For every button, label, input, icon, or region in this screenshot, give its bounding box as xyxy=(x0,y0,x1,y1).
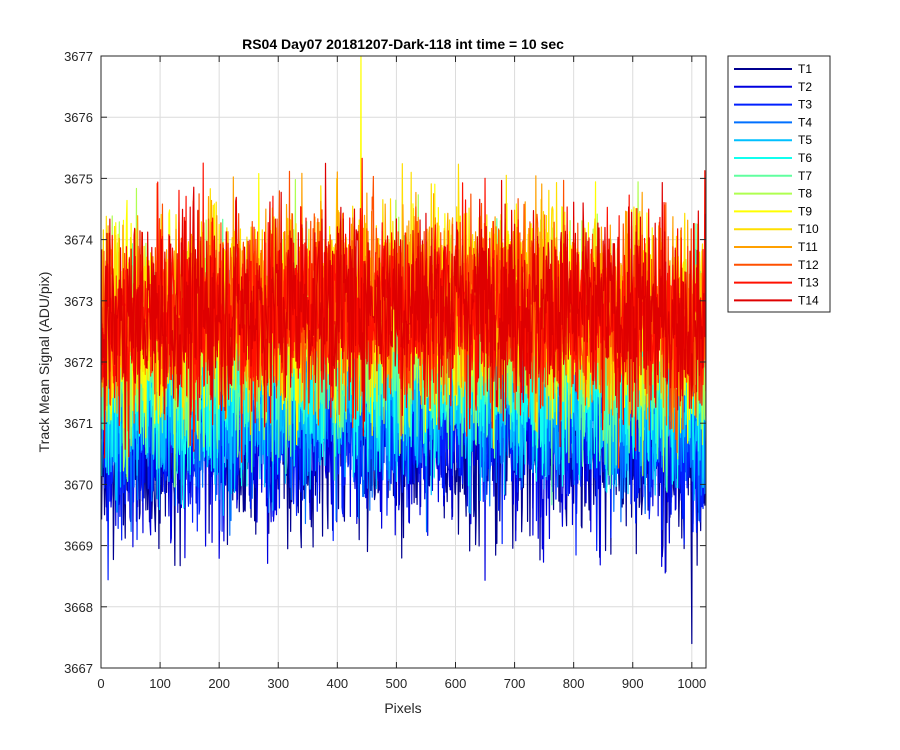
legend-label-t7: T7 xyxy=(798,169,812,183)
y-tick-label: 3670 xyxy=(64,477,93,492)
y-tick-label: 3667 xyxy=(64,661,93,676)
legend: T1 T2 T3 T4 T5 T6 T7 T8 T9 T10 T11 T12 T13 T14 xyxy=(727,55,831,313)
legend-label-t2: T2 xyxy=(798,80,812,94)
legend-label-t8: T8 xyxy=(798,187,812,201)
y-tick-label: 3671 xyxy=(64,416,93,431)
legend-label-t10: T10 xyxy=(798,222,819,236)
x-axis-label: Pixels xyxy=(384,700,421,716)
legend-label-t4: T4 xyxy=(798,115,812,129)
y-tick-label: 3675 xyxy=(64,171,93,186)
x-tick-label: 1000 xyxy=(677,676,706,691)
x-tick-label: 100 xyxy=(149,676,171,691)
legend-label-t1: T1 xyxy=(798,62,812,76)
x-tick-label: 200 xyxy=(208,676,230,691)
y-tick-label: 3669 xyxy=(64,539,93,554)
x-tick-label: 0 xyxy=(97,676,104,691)
series-layer xyxy=(101,56,706,645)
x-tick-label: 600 xyxy=(445,676,467,691)
tick-labels: 0 100 200 300 400 500 600 700 800 900 1000 3667 3668… xyxy=(64,49,706,691)
legend-label-t14: T14 xyxy=(798,293,819,307)
x-tick-label: 300 xyxy=(267,676,289,691)
y-tick-label: 3672 xyxy=(64,355,93,370)
x-tick-label: 400 xyxy=(326,676,348,691)
legend-label-t11: T11 xyxy=(798,240,818,254)
series-line-t14 xyxy=(101,162,706,459)
y-tick-label: 3674 xyxy=(64,233,93,248)
chart-title: RS04 Day07 20181207-Dark-118 int time = … xyxy=(242,36,564,52)
x-tick-label: 700 xyxy=(504,676,526,691)
y-axis-label: Track Mean Signal (ADU/pix) xyxy=(36,272,52,453)
legend-label-t6: T6 xyxy=(798,151,812,165)
legend-label-t9: T9 xyxy=(798,204,812,218)
y-tick-label: 3668 xyxy=(64,600,93,615)
legend-label-t13: T13 xyxy=(798,276,819,290)
legend-label-t5: T5 xyxy=(798,133,812,147)
y-tick-label: 3677 xyxy=(64,49,93,64)
ticks xyxy=(100,55,706,669)
y-tick-label: 3673 xyxy=(64,294,93,309)
x-tick-label: 900 xyxy=(622,676,644,691)
y-tick-label: 3676 xyxy=(64,110,93,125)
x-tick-label: 800 xyxy=(563,676,585,691)
legend-box xyxy=(727,55,831,313)
x-tick-label: 500 xyxy=(386,676,408,691)
legend-label-t12: T12 xyxy=(798,258,819,272)
legend-label-t3: T3 xyxy=(798,98,812,112)
